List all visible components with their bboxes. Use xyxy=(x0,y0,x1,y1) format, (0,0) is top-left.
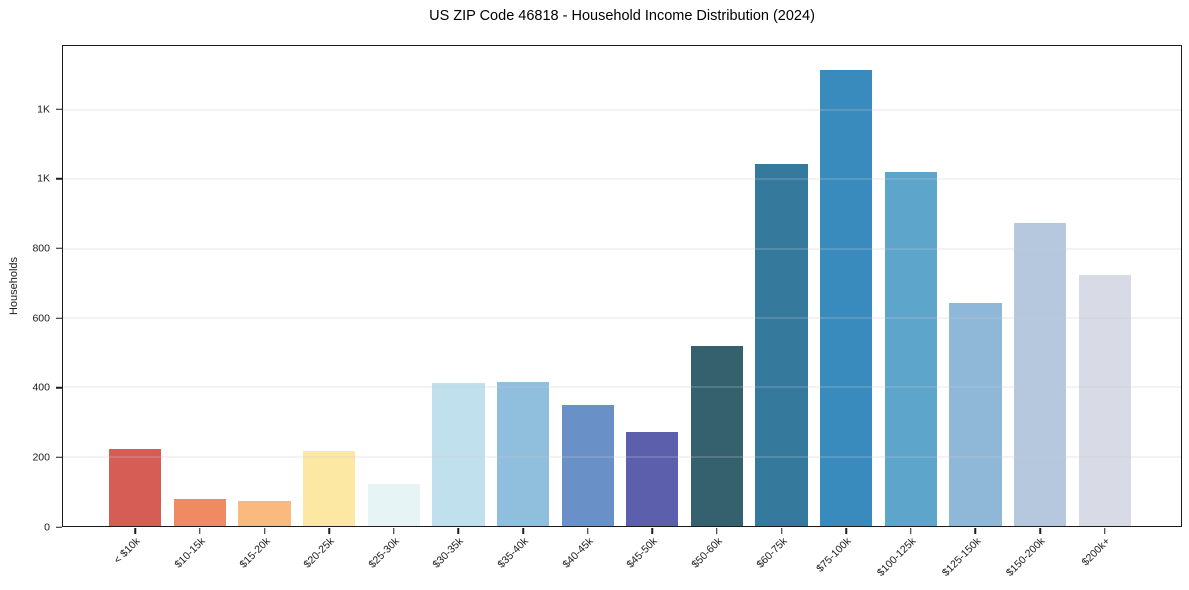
x-tick xyxy=(780,528,783,534)
x-tick-label: $50-60k xyxy=(689,535,725,571)
x-tick xyxy=(716,528,718,534)
y-tick xyxy=(56,177,62,180)
bar-slot: $40-45k xyxy=(555,46,620,571)
bar-slot: $45-50k xyxy=(620,46,685,571)
y-tick-label: 1K xyxy=(37,102,50,115)
x-tick xyxy=(393,528,395,534)
bar-slot: $100-125k xyxy=(875,46,944,579)
bar xyxy=(1078,275,1131,526)
y-tick xyxy=(56,317,62,319)
y-tick xyxy=(56,108,62,110)
bar xyxy=(626,431,679,526)
x-tick-label: $15-20k xyxy=(237,535,273,571)
x-tick-label: $25-30k xyxy=(366,535,402,571)
bar xyxy=(109,449,162,526)
x-tick xyxy=(974,528,977,534)
bar-slot: $20-25k xyxy=(297,46,362,571)
bar-slot: $10-15k xyxy=(168,46,233,571)
x-tick-label: $100-125k xyxy=(875,535,919,579)
bar-slot: $15-20k xyxy=(232,46,297,571)
y-tick-label: 800 xyxy=(32,242,50,255)
y-tick xyxy=(56,247,62,250)
x-tick xyxy=(1103,528,1106,534)
x-tick-label: $10-15k xyxy=(172,535,208,571)
bar-slot: $150-200k xyxy=(1004,46,1073,579)
x-tick-label: $75-100k xyxy=(814,535,854,575)
bars-container: < $10k $10-15k $15-20k $20-25k $25-30k $30-35… xyxy=(103,46,1137,579)
y-tick-label: 1K xyxy=(37,172,50,185)
bar xyxy=(173,498,227,526)
bar xyxy=(690,345,744,526)
y-tick xyxy=(56,526,62,528)
x-tick-label: $35-40k xyxy=(495,535,531,571)
y-tick-label: 600 xyxy=(32,311,50,324)
bar xyxy=(238,501,291,526)
y-tick xyxy=(56,456,62,459)
bar xyxy=(432,382,485,526)
bar xyxy=(1013,222,1067,526)
x-tick-label: $30-35k xyxy=(430,535,467,571)
bar xyxy=(367,484,420,526)
x-tick xyxy=(522,528,524,534)
y-tick-label: 0 xyxy=(44,520,50,533)
bar-slot: < $10k xyxy=(103,46,168,566)
plot-area: < $10k $10-15k $15-20k $20-25k $25-30k $30-35… xyxy=(62,45,1182,579)
x-tick xyxy=(199,528,201,534)
x-tick-label: $40-45k xyxy=(560,535,596,571)
y-tick-label: 200 xyxy=(32,451,50,464)
y-tick-label: 400 xyxy=(32,381,50,394)
x-tick-label: < $10k xyxy=(112,535,144,567)
x-tick-label: $20-25k xyxy=(301,535,337,571)
bar-slot: $200k+ xyxy=(1072,46,1137,568)
bar xyxy=(884,172,937,526)
bar-slot: $30-35k xyxy=(426,46,491,571)
x-tick xyxy=(910,528,912,534)
bar-slot: $50-60k xyxy=(685,46,750,571)
bar-slot: $25-30k xyxy=(362,46,427,571)
y-tick xyxy=(56,386,62,389)
bar xyxy=(949,303,1002,526)
x-tick xyxy=(651,528,654,534)
x-tick xyxy=(1039,528,1041,534)
x-tick xyxy=(263,528,266,534)
bar xyxy=(755,163,808,526)
bar-slot: $75-100k xyxy=(814,46,879,575)
bar xyxy=(496,382,550,526)
x-tick xyxy=(586,528,589,534)
y-axis: 0 200 400 600 800 1K 1K xyxy=(0,45,62,532)
x-tick-label: $125-150k xyxy=(939,535,984,579)
bar xyxy=(820,69,873,526)
x-tick-label: $200k+ xyxy=(1079,535,1113,569)
chart-title: US ZIP Code 46818 - Household Income Dis… xyxy=(429,8,815,24)
x-tick xyxy=(845,528,847,534)
bar xyxy=(561,404,614,526)
x-tick-label: $150-200k xyxy=(1004,535,1048,579)
x-tick xyxy=(134,528,137,534)
bar-slot: $35-40k xyxy=(491,46,556,571)
bar-slot: $60-75k xyxy=(749,46,814,571)
x-tick xyxy=(457,528,460,534)
bar xyxy=(303,451,356,526)
x-tick-label: $60-75k xyxy=(754,535,790,571)
bar-slot: $125-150k xyxy=(940,46,1008,579)
x-tick xyxy=(328,528,330,534)
x-tick-label: $45-50k xyxy=(624,535,661,571)
